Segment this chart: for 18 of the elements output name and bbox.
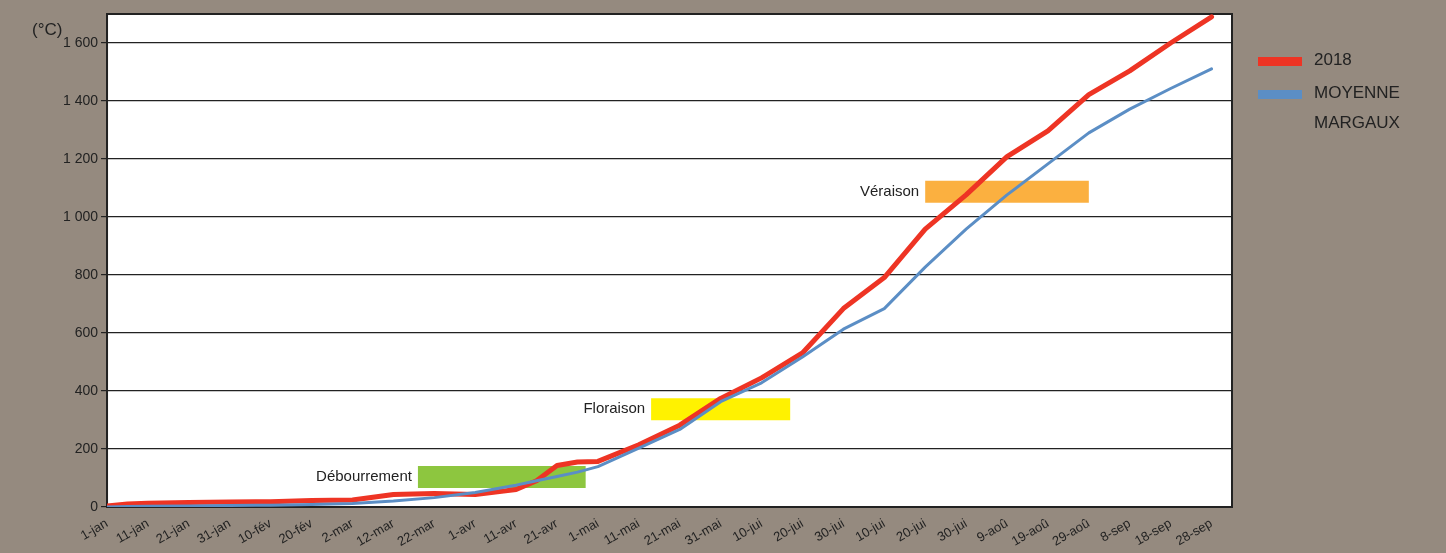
x-tick-label: 8-sep bbox=[1097, 515, 1134, 545]
y-tick-label: 1 000 bbox=[62, 207, 99, 224]
band-label: Débourrement bbox=[316, 467, 413, 485]
band-label: Véraison bbox=[859, 181, 920, 199]
legend-label: 2018 bbox=[1314, 49, 1352, 71]
x-tick-label: 1-avr bbox=[445, 515, 480, 544]
x-tick-label: 1-jan bbox=[77, 515, 111, 543]
y-tick-label: 400 bbox=[74, 381, 99, 398]
band-label: Floraison bbox=[583, 399, 646, 417]
y-tick-label: 600 bbox=[74, 323, 99, 340]
legend-label: MOYENNE MARGAUX bbox=[1314, 82, 1401, 134]
y-tick-label: 1 200 bbox=[62, 149, 99, 166]
y-tick-label: 1 600 bbox=[62, 33, 99, 50]
y-tick-label: 200 bbox=[74, 439, 99, 456]
y-tick-label: 800 bbox=[74, 265, 99, 282]
y-axis-title: (°C) bbox=[32, 20, 63, 40]
y-tick-label: 0 bbox=[90, 497, 99, 514]
y-tick-label: 1 400 bbox=[62, 91, 99, 108]
